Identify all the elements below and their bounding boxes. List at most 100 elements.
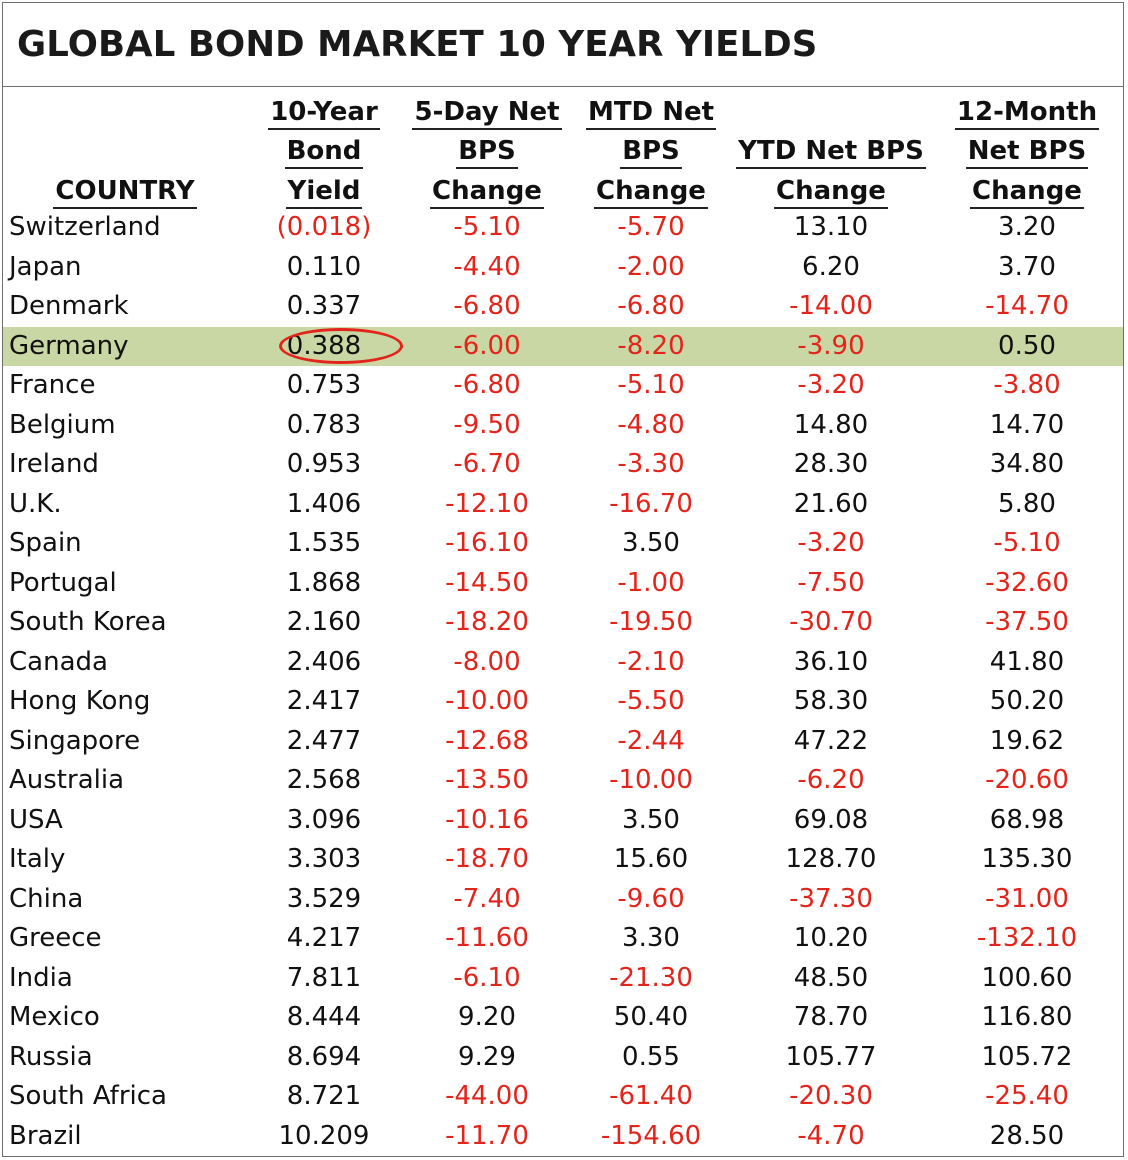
mtd-cell: -6.80 [617, 291, 685, 321]
twelve-month-cell: 116.80 [981, 1002, 1073, 1032]
header-twelve-month: 12-Month Net BPS Change [927, 87, 1127, 211]
mtd-cell: 0.55 [622, 1041, 680, 1072]
header-ytd-line: YTD Net BPS [736, 136, 926, 169]
ytd-cell: 78.70 [793, 1002, 869, 1032]
table-row: Singapore 2.477 -12.68 -2.44 47.22 19.62 [3, 722, 1123, 762]
twelve-month-cell: -5.10 [993, 528, 1061, 558]
header-country: COUNTRY [53, 87, 197, 211]
header-row: COUNTRY 10-Year Bond Yield 5-Day Net BPS Chang… [3, 87, 1123, 211]
ytd-cell: -14.00 [789, 291, 873, 321]
twelve-month-cell: 14.70 [989, 409, 1065, 440]
ytd-cell: 128.70 [785, 844, 877, 874]
yield-col-cell: 3.529 [286, 883, 362, 914]
header-twelve-month-line: Change [970, 175, 1084, 209]
yield-col-cell: 8.694 [286, 1041, 362, 1072]
twelve-month-cell: -132.10 [976, 923, 1078, 953]
twelve-month-cell: 100.60 [981, 962, 1073, 993]
table-row: South Africa 8.721 -44.00 -61.40 -20.30 -25.4… [3, 1077, 1123, 1117]
page-title: GLOBAL BOND MARKET 10 YEAR YIELDS [17, 24, 818, 65]
five-day-cell: -12.68 [445, 725, 529, 756]
twelve-month-cell: 105.72 [981, 1041, 1073, 1072]
five-day-cell: -10.00 [445, 686, 529, 716]
table-row: Ireland 0.953 -6.70 -3.30 28.30 34.80 [3, 445, 1123, 485]
country-cell: U.K. [9, 488, 62, 519]
twelve-month-cell: -20.60 [985, 765, 1069, 795]
country-cell: Australia [9, 765, 125, 795]
twelve-month-cell: -14.70 [985, 291, 1069, 321]
header-country-line: COUNTRY [53, 175, 197, 209]
header-mtd: MTD Net BPS Change [551, 87, 751, 211]
five-day-cell: -11.70 [445, 1120, 529, 1151]
five-day-cell: 9.29 [458, 1041, 516, 1072]
ytd-cell: -3.20 [797, 370, 865, 400]
ytd-cell: 36.10 [793, 646, 869, 677]
five-day-cell: -44.00 [445, 1081, 529, 1111]
mtd-cell: -5.50 [617, 686, 685, 716]
country-cell: Ireland [9, 449, 99, 479]
country-cell: Canada [9, 646, 108, 677]
five-day-cell: -6.80 [453, 370, 521, 400]
mtd-cell: 3.50 [622, 804, 680, 835]
yield-col-cell: 2.160 [286, 607, 362, 637]
country-cell: South Korea [9, 607, 167, 637]
ytd-cell: 14.80 [793, 409, 869, 440]
mtd-cell: -16.70 [609, 488, 693, 519]
mtd-cell: 50.40 [613, 1002, 689, 1032]
mtd-cell: 3.30 [622, 923, 680, 953]
header-ytd: YTD Net BPS Change [731, 87, 931, 211]
table-row-highlighted: Germany 0.388 -6.00 -8.20 -3.90 0.50 [3, 326, 1123, 366]
ytd-cell: 10.20 [793, 923, 869, 953]
mtd-cell: -21.30 [609, 962, 693, 993]
mtd-cell: -8.20 [617, 330, 685, 361]
mtd-cell: -61.40 [609, 1081, 693, 1111]
country-cell: China [9, 883, 84, 914]
header-mtd-line: BPS [620, 136, 682, 169]
twelve-month-cell: 135.30 [981, 844, 1073, 874]
table-row: Greece 4.217 -11.60 3.30 10.20 -132.10 [3, 919, 1123, 959]
ytd-cell: -37.30 [789, 883, 873, 914]
five-day-cell: -12.10 [445, 488, 529, 519]
header-five-day: 5-Day Net BPS Change [387, 87, 587, 211]
yield-col-cell: 3.303 [286, 844, 362, 874]
five-day-cell: -8.00 [453, 646, 521, 677]
country-cell: Greece [9, 923, 102, 953]
ytd-cell: 28.30 [793, 449, 869, 479]
header-ytd-line: Change [774, 175, 888, 209]
header-five-day-line: 5-Day Net [412, 96, 562, 130]
mtd-cell: 3.50 [622, 528, 680, 558]
twelve-month-cell: -31.00 [985, 883, 1069, 914]
five-day-cell: 9.20 [458, 1002, 516, 1032]
ytd-cell: 21.60 [793, 488, 869, 519]
five-day-cell: -7.40 [453, 883, 521, 914]
table-row: Switzerland (0.018) -5.10 -5.70 13.10 3.20 [3, 208, 1123, 248]
country-cell: Portugal [9, 567, 117, 598]
twelve-month-cell: 41.80 [989, 646, 1065, 677]
ytd-cell: -30.70 [789, 607, 873, 637]
twelve-month-cell: 68.98 [989, 804, 1065, 835]
twelve-month-cell: 0.50 [998, 330, 1056, 361]
country-cell: Switzerland [9, 212, 161, 242]
mtd-cell: 15.60 [613, 844, 689, 874]
table-row: South Korea 2.160 -18.20 -19.50 -30.70 -37.50 [3, 603, 1123, 643]
mtd-cell: -3.30 [617, 449, 685, 479]
country-cell: Japan [9, 251, 82, 282]
yield-col-cell: 10.209 [278, 1120, 370, 1151]
twelve-month-cell: -37.50 [985, 607, 1069, 637]
yield-col-cell: 8.444 [286, 1002, 362, 1032]
header-five-day-line: Change [430, 175, 544, 209]
yield-col-cell: 0.953 [286, 449, 362, 479]
country-cell: Denmark [9, 291, 129, 321]
yield-col-cell: (0.018) [276, 212, 372, 242]
header-mtd-line: MTD Net [585, 96, 717, 130]
five-day-cell: -4.40 [453, 251, 521, 282]
twelve-month-cell: 34.80 [989, 449, 1065, 479]
mtd-cell: -2.00 [617, 251, 685, 282]
twelve-month-cell: -3.80 [993, 370, 1061, 400]
country-cell: Brazil [9, 1120, 82, 1151]
header-twelve-month-line: 12-Month [954, 96, 1100, 130]
ytd-cell: 48.50 [793, 962, 869, 993]
ytd-cell: 58.30 [793, 686, 869, 716]
yield-col-cell: 0.753 [286, 370, 362, 400]
twelve-month-cell: 50.20 [989, 686, 1065, 716]
